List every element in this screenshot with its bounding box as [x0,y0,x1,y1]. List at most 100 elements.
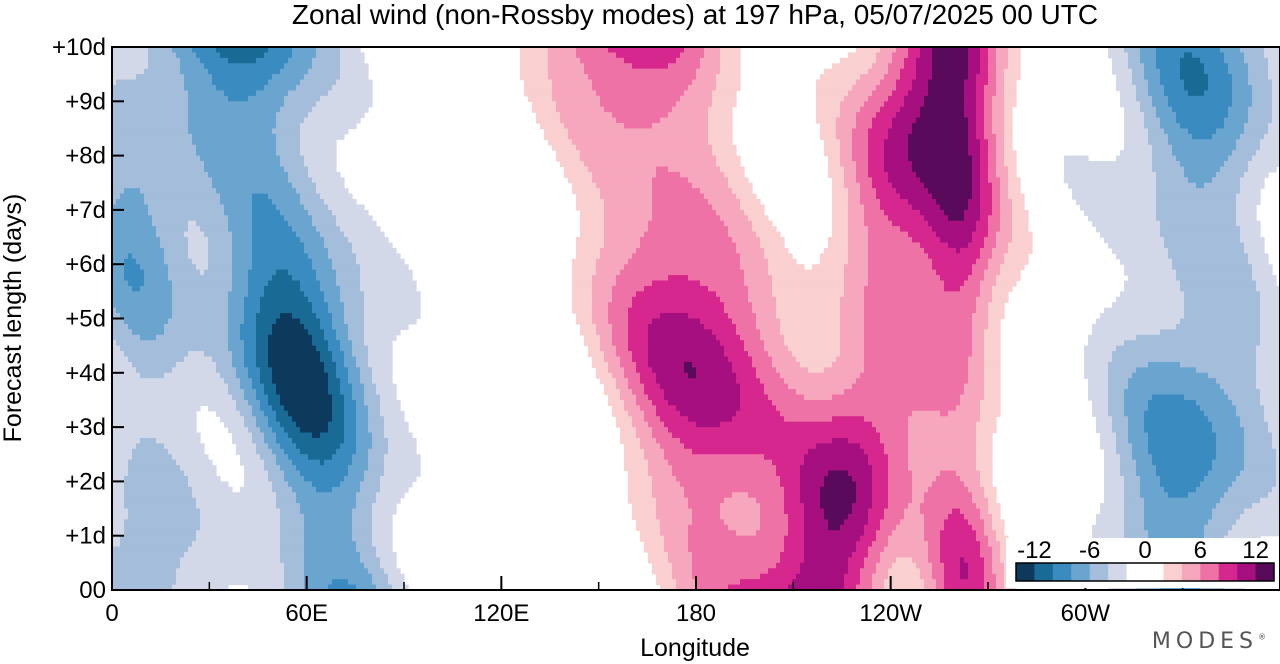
heatmap-cell [892,74,897,81]
heatmap-cell [824,101,829,108]
heatmap-cell [600,74,605,81]
heatmap-cell [1152,133,1157,140]
heatmap-cell [164,79,169,86]
heatmap-cell [196,139,201,146]
heatmap-cell [1236,57,1241,64]
heatmap-cell [1244,144,1249,151]
heatmap-cell [1124,177,1129,184]
heatmap-cell [900,106,905,113]
heatmap-cell [1008,95,1013,102]
heatmap-cell [1216,128,1221,135]
heatmap-cell [572,106,577,113]
heatmap-cell [1224,150,1229,157]
heatmap-cell [564,123,569,130]
heatmap-cell [984,128,989,135]
heatmap-cell [180,74,185,81]
heatmap-cell [900,95,905,102]
heatmap-cell [224,144,229,151]
heatmap-cell [276,57,281,64]
heatmap-cell [288,144,293,151]
heatmap-cell [912,74,917,81]
heatmap-cell [300,52,305,59]
heatmap-cell [716,52,721,59]
heatmap-cell [164,144,169,151]
heatmap-cell [620,139,625,146]
heatmap-cell [1172,47,1177,54]
heatmap-cell [1160,101,1165,108]
heatmap-cell [564,79,569,86]
heatmap-cell [576,144,581,151]
heatmap-cell [984,177,989,184]
heatmap-cell [208,139,213,146]
heatmap-cell [648,166,653,173]
heatmap-cell [1072,171,1077,178]
heatmap-cell [328,74,333,81]
heatmap-cell [192,123,197,130]
heatmap-cell [916,90,921,97]
heatmap-cell [680,106,685,113]
heatmap-cell [236,52,241,59]
heatmap-cell [976,52,981,59]
heatmap-cell [620,155,625,162]
heatmap-cell [992,63,997,70]
heatmap-cell [896,85,901,92]
heatmap-cell [924,155,929,162]
heatmap-cell [1012,101,1017,108]
heatmap-cell [1148,63,1153,70]
heatmap-cell [720,139,725,146]
heatmap-cell [604,112,609,119]
heatmap-cell [1256,117,1261,124]
heatmap-cell [288,133,293,140]
heatmap-cell [912,63,917,70]
heatmap-cell [552,117,557,124]
heatmap-cell [220,166,225,173]
heatmap-cell [980,144,985,151]
heatmap-cell [724,68,729,75]
heatmap-cell [1176,74,1181,81]
heatmap-cell [848,63,853,70]
heatmap-cell [1256,74,1261,81]
heatmap-cell [712,144,717,151]
heatmap-cell [828,139,833,146]
heatmap-cell [336,57,341,64]
heatmap-cell [256,63,261,70]
heatmap-cell [264,117,269,124]
heatmap-cell [660,161,665,168]
heatmap-cell [548,117,553,124]
heatmap-cell [664,117,669,124]
heatmap-cell [984,171,989,178]
heatmap-cell [156,155,161,162]
heatmap-cell [1264,85,1269,92]
heatmap-cell [164,106,169,113]
heatmap-cell [1176,57,1181,64]
heatmap-cell [1140,68,1145,75]
heatmap-cell [1260,85,1265,92]
heatmap-cell [676,85,681,92]
heatmap-cell [684,63,689,70]
heatmap-cell [276,166,281,173]
heatmap-cell [168,85,173,92]
heatmap-cell [632,95,637,102]
heatmap-cell [720,161,725,168]
heatmap-cell [216,123,221,130]
heatmap-cell [984,74,989,81]
heatmap-cell [576,85,581,92]
heatmap-cell [584,117,589,124]
heatmap-cell [120,117,125,124]
heatmap-cell [892,85,897,92]
heatmap-cell [1200,117,1205,124]
heatmap-cell [824,123,829,130]
heatmap-cell [164,117,169,124]
heatmap-cell [696,166,701,173]
heatmap-cell [836,117,841,124]
heatmap-cell [172,68,177,75]
heatmap-cell [940,112,945,119]
heatmap-cell [568,90,573,97]
heatmap-cell [1148,47,1153,54]
heatmap-cell [868,161,873,168]
heatmap-cell [988,112,993,119]
heatmap-cell [360,101,365,108]
heatmap-cell [700,90,705,97]
heatmap-cell [672,117,677,124]
heatmap-cell [1180,57,1185,64]
